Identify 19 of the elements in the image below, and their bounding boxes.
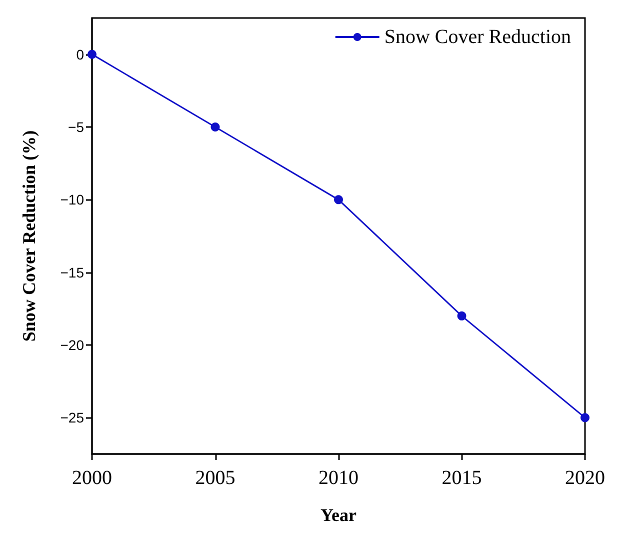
point	[580, 413, 590, 422]
y-tick-label: −20	[60, 337, 84, 353]
point	[334, 195, 343, 204]
y-axis-title: Snow Cover Reduction (%)	[19, 130, 39, 342]
y-tick-label: −15	[60, 264, 84, 280]
legend-label: Snow Cover Reduction	[384, 26, 572, 48]
x-tick-label: 2005	[195, 467, 236, 489]
y-tick-label: −10	[60, 192, 84, 208]
point	[457, 311, 466, 320]
x-tick-label: 2020	[565, 467, 605, 489]
x-tick-label: 2010	[318, 467, 358, 489]
x-axis-title: Year	[320, 505, 356, 525]
x-tick-label: 2015	[442, 467, 482, 489]
y-tick-label: 0	[76, 46, 84, 62]
y-tick-label: −5	[68, 119, 84, 135]
point	[88, 50, 96, 59]
point	[210, 122, 220, 132]
x-tick-label: 2000	[72, 467, 112, 489]
y-tick-label: −25	[60, 410, 84, 426]
